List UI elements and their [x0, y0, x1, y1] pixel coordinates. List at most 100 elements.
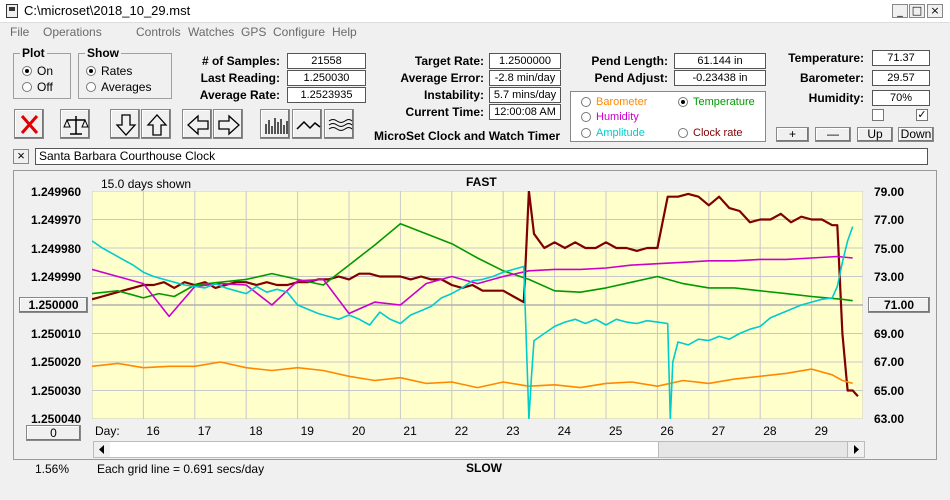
y-right-tick: 65.00 — [874, 384, 905, 398]
arrow-up-button[interactable] — [141, 109, 171, 139]
y-right-mid-button[interactable]: 71.00 — [868, 297, 930, 313]
plot-on-label: On — [37, 64, 54, 78]
option-checkbox-2[interactable]: ✓ — [916, 109, 928, 121]
up-button[interactable]: Up — [857, 127, 893, 142]
zero-button[interactable]: 0 — [26, 425, 81, 441]
menu-operations[interactable]: Operations — [43, 25, 102, 39]
y-left-tick: 1.250010 — [31, 327, 82, 341]
radio-empty-icon — [86, 82, 96, 92]
target-rate-value[interactable]: 1.2500000 — [489, 53, 561, 69]
last-reading-label: Last Reading: — [200, 71, 280, 85]
scroll-left-button[interactable] — [94, 442, 111, 457]
arrow-left-icon — [187, 114, 209, 136]
percent-readout: 1.56% — [35, 462, 70, 476]
y-left-mid-button[interactable]: 1.250000 — [19, 297, 88, 313]
plus-button[interactable]: + — [776, 127, 809, 142]
samples-value: 21558 — [287, 53, 366, 69]
current-time-label: Current Time: — [405, 105, 484, 119]
target-rate-label: Target Rate: — [414, 54, 484, 68]
samples-label: # of Samples: — [201, 54, 280, 68]
pend-adjust-label: Pend Adjust: — [594, 71, 668, 85]
temperature-value: 71.37 — [872, 50, 930, 66]
down-button[interactable]: Down — [898, 127, 934, 142]
x-axis-tick-label: 16 — [146, 424, 160, 438]
source-amplitude-radio[interactable]: Amplitude — [581, 127, 645, 139]
source-humidity-radio[interactable]: Humidity — [581, 111, 639, 123]
scroll-right-button[interactable] — [847, 442, 864, 457]
source-barometer-radio[interactable]: Barometer — [581, 96, 647, 108]
menu-gps[interactable]: GPS — [241, 25, 267, 39]
plot-area — [92, 191, 863, 419]
chart-canvas — [92, 191, 863, 419]
menu-configure[interactable]: Configure — [273, 25, 326, 39]
y-right-tick: 67.00 — [874, 355, 905, 369]
menu-watches[interactable]: Watches — [188, 25, 235, 39]
days-shown-label: 15.0 days shown — [101, 177, 192, 191]
wave-graph-button[interactable] — [324, 109, 354, 139]
close-window-button[interactable]: × — [927, 4, 943, 18]
arrow-down-button[interactable] — [110, 109, 140, 139]
clock-close-button[interactable]: × — [13, 149, 29, 164]
x-axis-tick-label: 29 — [814, 424, 828, 438]
radio-selected-icon — [22, 66, 32, 76]
pend-adjust-value[interactable]: -0.23438 in — [674, 70, 766, 86]
line-graph-button[interactable] — [292, 109, 322, 139]
scroll-right-icon — [854, 445, 859, 454]
y-left-tick: 1.249970 — [31, 213, 82, 227]
bar-graph-button[interactable] — [260, 109, 290, 139]
slow-label: SLOW — [466, 461, 502, 475]
x-axis-tick-label: 26 — [660, 424, 674, 438]
x-axis-tick-label: 28 — [763, 424, 777, 438]
x-axis-tick-label: 22 — [454, 424, 469, 438]
arrow-right-icon — [218, 114, 240, 136]
source-temperature-radio[interactable]: Temperature — [678, 96, 755, 108]
barometer-value: 29.57 — [872, 70, 930, 86]
menu-help[interactable]: Help — [332, 25, 357, 39]
option-checkbox-1[interactable] — [872, 109, 884, 121]
balance-button[interactable] — [60, 109, 90, 139]
source-temperature-label: Temperature — [693, 96, 755, 108]
clock-name-input[interactable]: Santa Barbara Courthouse Clock — [35, 148, 928, 165]
radio-selected-icon — [678, 97, 688, 107]
scroll-left-icon — [99, 445, 104, 454]
show-rates-radio[interactable]: Rates — [86, 64, 132, 78]
y-right-tick: 75.00 — [874, 242, 905, 256]
x-axis-tick-label: 23 — [506, 424, 520, 438]
plot-on-radio[interactable]: On — [22, 64, 53, 78]
last-reading-value: 1.250030 — [287, 70, 366, 86]
show-group: Show — [78, 46, 172, 99]
y-left-tick: 1.249990 — [31, 270, 82, 284]
y-right-tick: 63.00 — [874, 412, 905, 426]
radio-empty-icon — [581, 112, 591, 122]
radio-empty-icon — [22, 82, 32, 92]
menu-controls[interactable]: Controls — [136, 25, 181, 39]
fast-label: FAST — [466, 175, 497, 189]
horizontal-scrollbar[interactable] — [93, 441, 865, 458]
y-right-tick: 69.00 — [874, 327, 905, 341]
x-axis-tick-label: 21 — [403, 424, 417, 438]
show-averages-label: Averages — [101, 80, 152, 94]
arrow-left-button[interactable] — [182, 109, 212, 139]
series-line-humidity — [92, 255, 853, 318]
plot-group-legend: Plot — [22, 46, 45, 60]
plot-off-radio[interactable]: Off — [22, 80, 53, 94]
arrow-right-button[interactable] — [213, 109, 243, 139]
scroll-thumb[interactable] — [110, 442, 659, 457]
maximize-button[interactable]: □ — [909, 4, 925, 18]
minus-button[interactable]: — — [815, 127, 851, 142]
source-clock-rate-radio[interactable]: Clock rate — [678, 127, 743, 139]
minimize-button[interactable]: _ — [892, 4, 908, 18]
plot-off-label: Off — [37, 80, 53, 94]
radio-empty-icon — [581, 128, 591, 138]
x-axis-tick-label: 25 — [609, 424, 623, 438]
clear-button[interactable] — [14, 109, 44, 139]
humidity-label: Humidity: — [808, 91, 864, 105]
menu-file[interactable]: File — [10, 25, 30, 39]
y-right-tick: 79.00 — [874, 185, 905, 199]
average-rate-label: Average Rate: — [199, 88, 280, 102]
plot-frame — [13, 170, 937, 460]
show-group-legend: Show — [87, 46, 119, 60]
app-icon[interactable] — [6, 4, 18, 18]
show-averages-radio[interactable]: Averages — [86, 80, 151, 94]
y-right-tick: 77.00 — [874, 213, 905, 227]
